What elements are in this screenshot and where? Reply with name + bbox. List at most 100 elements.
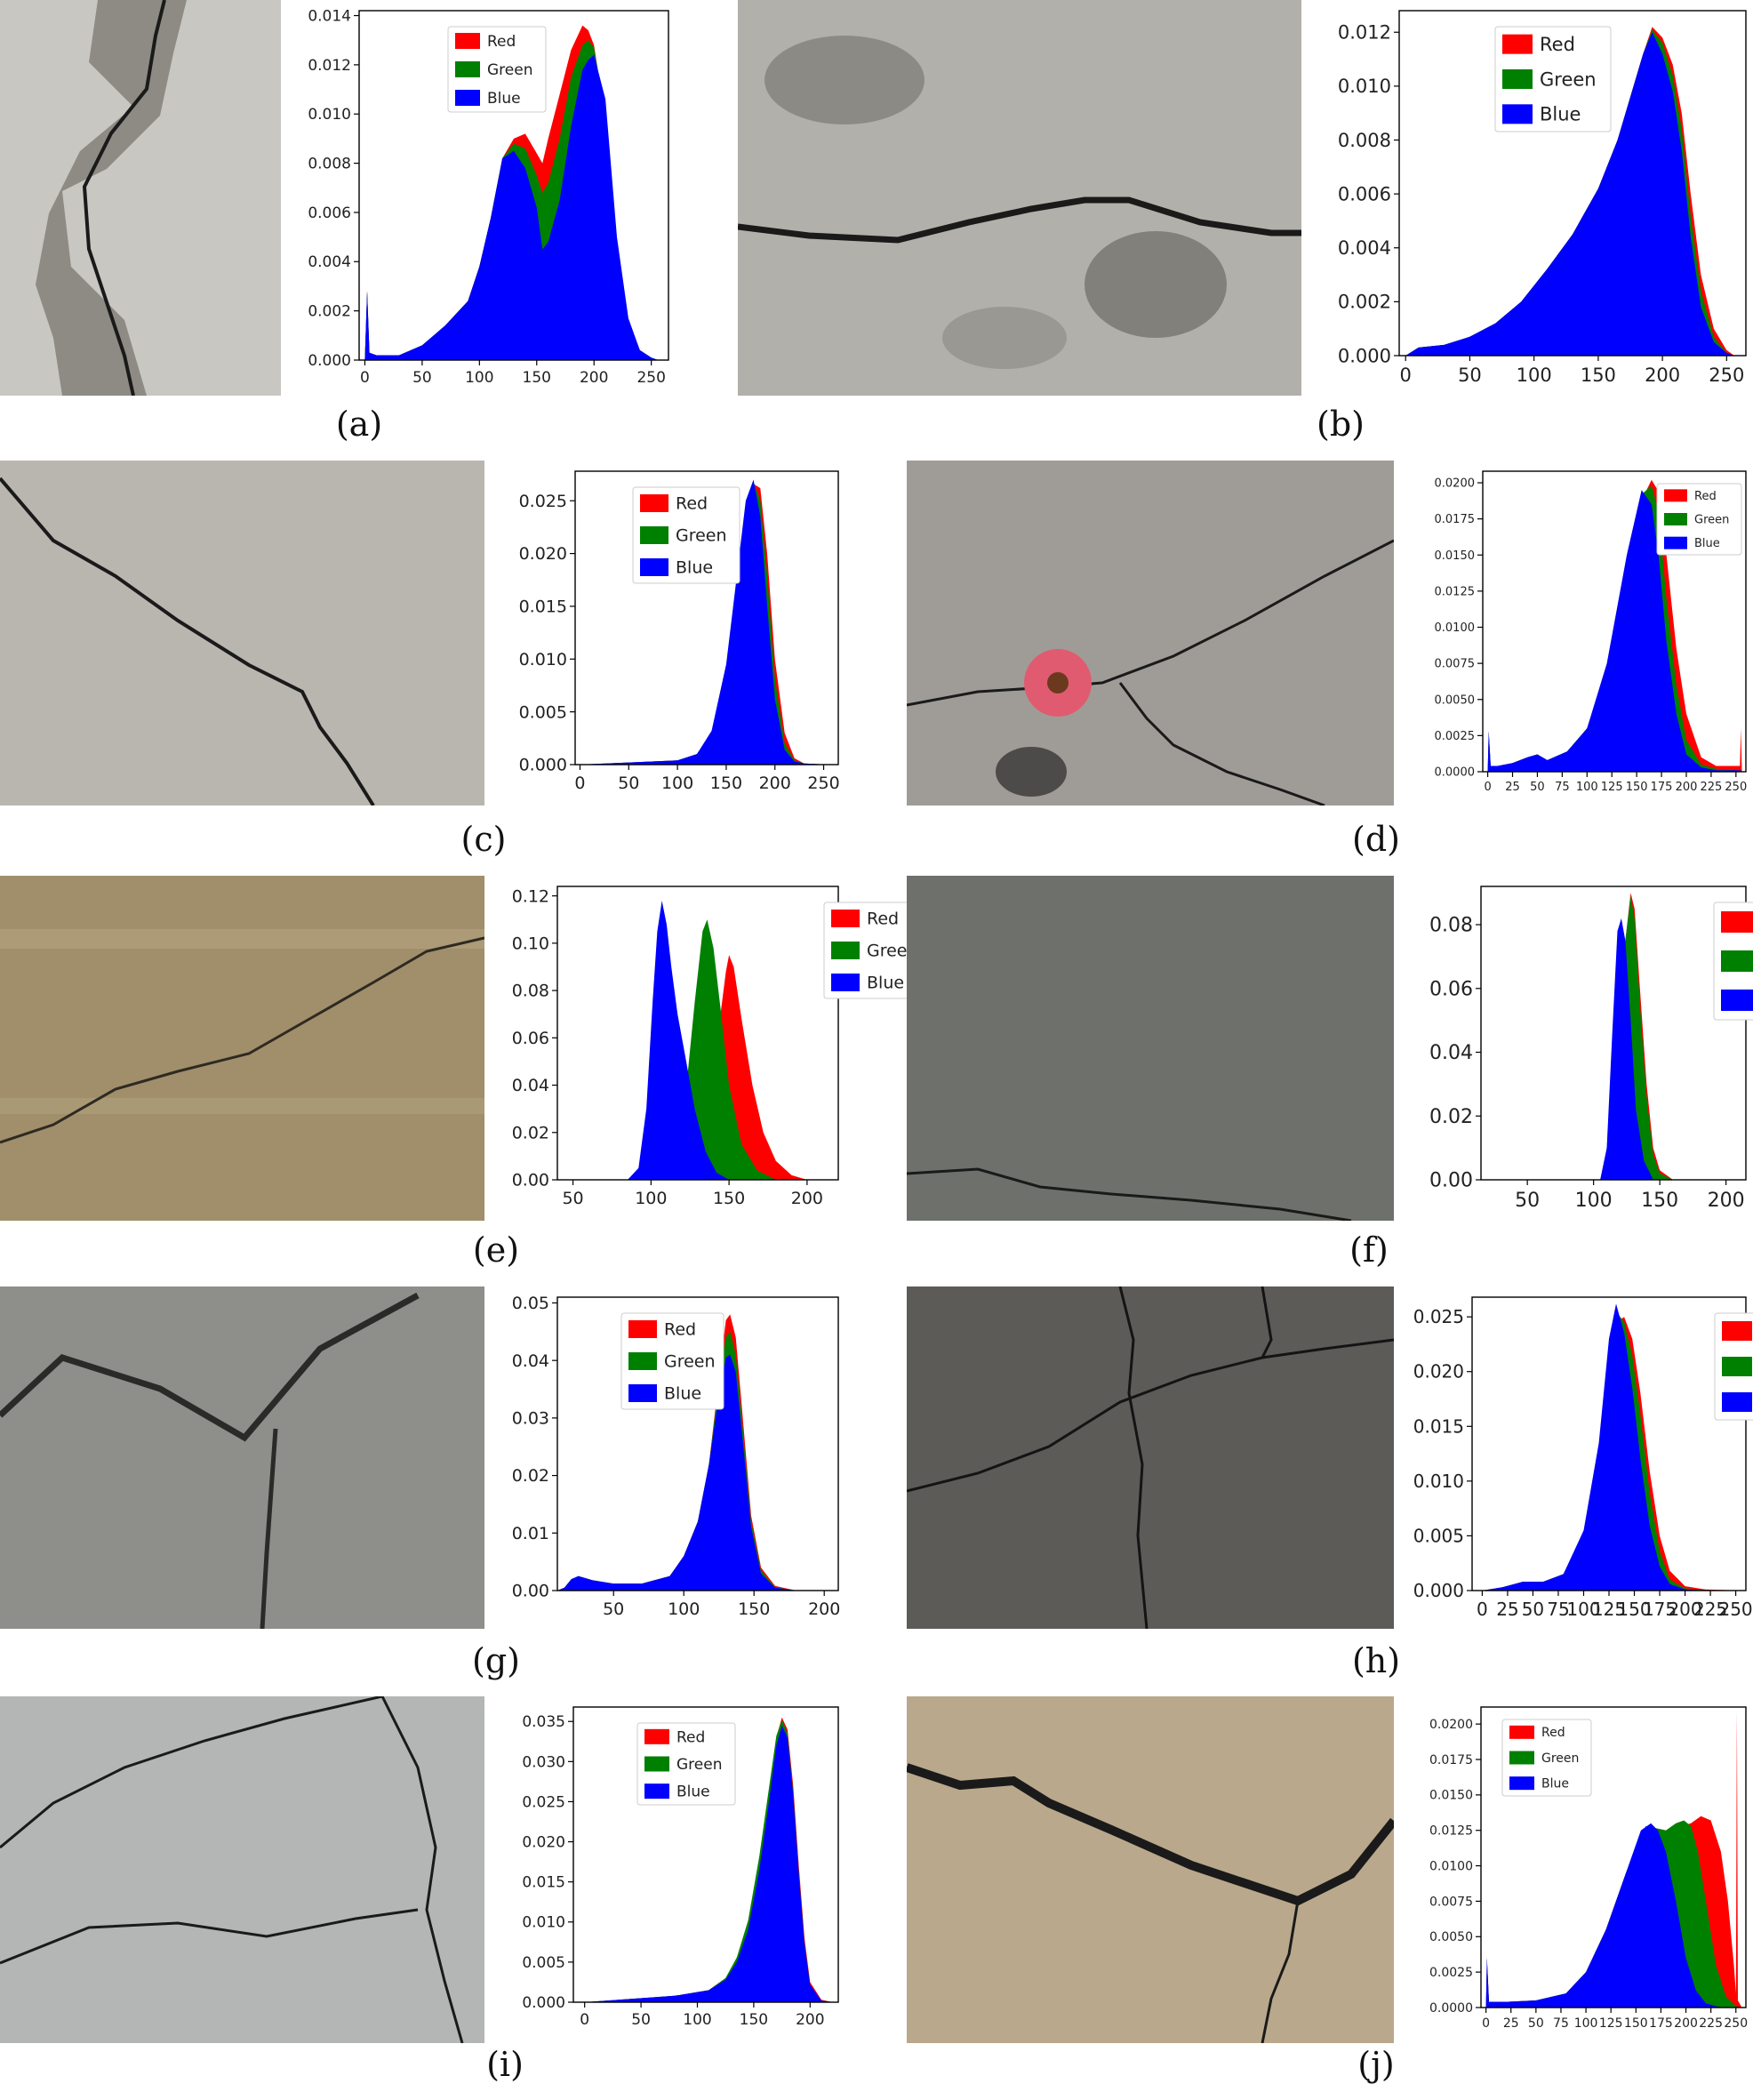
axes-frame — [556, 1296, 839, 1591]
histogram-d-svg: 0 25 50 75 100 125 150 175 200 225 250 0.0000 0.0025… — [1435, 470, 1747, 794]
x-tick-label: 200 — [759, 773, 791, 793]
legend: Red Green Blue — [1656, 483, 1742, 556]
legend-swatch-red — [1721, 911, 1753, 933]
y-tick-label: 0.0100 — [1429, 1859, 1473, 1873]
x-tick-label: 200 — [1674, 2016, 1698, 2031]
legend: Red Green Blue — [620, 1312, 724, 1410]
x-tick-label: 75 — [1555, 781, 1570, 794]
photo-crack-f — [907, 876, 1394, 1221]
legend-swatch-blue — [628, 1384, 657, 1402]
legend-swatch-red — [640, 494, 668, 512]
y-tick-label: 0.025 — [522, 1793, 565, 1811]
legend-swatch-red — [1509, 1725, 1534, 1739]
panel-label-d: (d) — [1352, 820, 1400, 859]
photo-crack-e — [0, 876, 484, 1221]
x-tick-label: 150 — [1624, 2016, 1648, 2031]
panel-label-c: (c) — [460, 820, 507, 859]
y-tick-label: 0.00 — [512, 1582, 549, 1601]
histogram-a: 0 50 100 150 200 250 0.000 0.002 0.004 0.006 0.008… — [281, 0, 683, 400]
y-tick-label: 0.05 — [512, 1294, 549, 1313]
legend-swatch-red — [1502, 34, 1533, 54]
x-tick-label: 225 — [1693, 1599, 1727, 1620]
legend: Red Green Blue — [632, 486, 740, 584]
legend-swatch-blue — [1722, 1392, 1752, 1412]
x-tick-label: 150 — [738, 1599, 770, 1619]
y-tick-label: 0.08 — [1429, 915, 1473, 937]
legend-swatch-green — [1664, 513, 1687, 525]
series-area-green — [557, 919, 838, 1180]
legend-label-red: Red — [676, 494, 708, 514]
x-tick-label: 200 — [1676, 781, 1698, 794]
y-tick-label: 0.0150 — [1435, 549, 1476, 563]
x-tick-label: 150 — [710, 773, 742, 793]
y-tick-label: 0.000 — [308, 352, 351, 370]
axes-frame — [556, 886, 839, 1181]
x-tick-label: 0 — [1477, 1599, 1488, 1620]
legend-label-blue: Blue — [1694, 537, 1720, 550]
x-tick-label: 0 — [1400, 365, 1412, 386]
legend-swatch-red — [831, 910, 860, 927]
photo-crack-g — [0, 1286, 484, 1629]
photo-crack-i — [0, 1696, 484, 2043]
axes-frame — [1480, 886, 1747, 1181]
legend: Red Green Blue — [447, 26, 547, 113]
x-tick-label: 150 — [1581, 365, 1616, 386]
histogram-j-svg: 0 25 50 75 100 125 150 175 200 225 250 0.0000 0.0025… — [1429, 1706, 1748, 2031]
legend-label-blue: Blue — [664, 1384, 701, 1404]
legend-label-green: Green — [1540, 68, 1597, 90]
x-tick-label: 125 — [1592, 1599, 1626, 1620]
y-tick-label: 0.035 — [522, 1713, 565, 1731]
x-tick-label: 75 — [1553, 2016, 1569, 2031]
x-tick-label: 100 — [1576, 781, 1598, 794]
x-tick-label: 100 — [661, 773, 693, 793]
y-tick-label: 0.0075 — [1429, 1895, 1473, 1909]
histogram-e: 50 100 150 200 0.00 0.02 0.04 0.06 0.08 0.10 0.12 R… — [484, 876, 923, 1222]
legend-swatch-blue — [831, 974, 860, 991]
panel-label-f: (f) — [1349, 1230, 1389, 1270]
histogram-i-svg: 0 50 100 150 200 0.000 0.005 0.010 0.015 0.020 0.0… — [522, 1706, 839, 2029]
histogram-c: 0 50 100 150 200 250 0.000 0.005 0.010 0.015 0.020… — [484, 461, 849, 807]
series-area-blue — [557, 901, 838, 1180]
legend-label-green: Green — [664, 1352, 716, 1372]
y-tick-label: 0.0200 — [1435, 477, 1476, 491]
histogram-f-svg: 50 100 150 200 0.00 0.02 0.04 0.06 0.08 RedGreenB… — [1429, 886, 1753, 1212]
axes-frame — [1480, 1706, 1747, 2008]
legend-label-red: Red — [487, 33, 516, 51]
x-tick-label: 125 — [1601, 781, 1623, 794]
y-tick-label: 0.0050 — [1429, 1930, 1473, 1944]
x-tick-label: 150 — [1617, 1599, 1651, 1620]
x-tick-label: 50 — [1458, 365, 1482, 386]
x-tick-label: 175 — [1643, 1599, 1677, 1620]
x-tick-label: 250 — [1725, 781, 1747, 794]
x-tick-label: 175 — [1651, 781, 1673, 794]
x-tick-label: 50 — [412, 369, 432, 387]
legend-swatch-red — [1722, 1321, 1752, 1341]
x-tick-label: 150 — [1641, 1190, 1678, 1212]
histogram-h: 0 25 50 75 100 125 150 175 200 225 250 0.000 0.005 0.… — [1394, 1286, 1753, 1633]
legend-label-green: Green — [1694, 514, 1729, 527]
x-tick-label: 100 — [1517, 365, 1552, 386]
legend-swatch-green — [1722, 1357, 1752, 1376]
legend-label-green: Green — [1541, 1751, 1579, 1766]
y-tick-label: 0.002 — [1338, 292, 1391, 313]
legend-swatch-blue — [1502, 104, 1533, 124]
histogram-c-svg: 0 50 100 150 200 250 0.000 0.005 0.010 0.015 0.020… — [519, 470, 840, 793]
x-tick-label: 225 — [1699, 2016, 1723, 2031]
x-tick-label: 0 — [580, 2011, 589, 2029]
axes-frame — [572, 1706, 839, 2003]
x-tick-label: 150 — [713, 1189, 745, 1208]
histogram-b: 0 50 100 150 200 250 0.000 0.002 0.004 0.006 0.008… — [1301, 0, 1753, 400]
y-tick-label: 0.005 — [522, 1954, 565, 1972]
legend-swatch-green — [640, 526, 668, 544]
y-tick-label: 0.000 — [522, 1994, 565, 2012]
y-tick-label: 0.025 — [1413, 1306, 1464, 1327]
x-tick-label: 0 — [1484, 781, 1491, 794]
y-tick-label: 0.0150 — [1429, 1789, 1473, 1803]
x-tick-label: 150 — [740, 2011, 768, 2029]
x-tick-label: 200 — [796, 2011, 824, 2029]
y-tick-label: 0.002 — [308, 303, 351, 321]
legend-label-green: Green — [676, 1756, 722, 1774]
histogram-i: 0 50 100 150 200 0.000 0.005 0.010 0.015 0.020 0.0… — [484, 1696, 849, 2043]
y-tick-label: 0.010 — [1413, 1471, 1464, 1492]
